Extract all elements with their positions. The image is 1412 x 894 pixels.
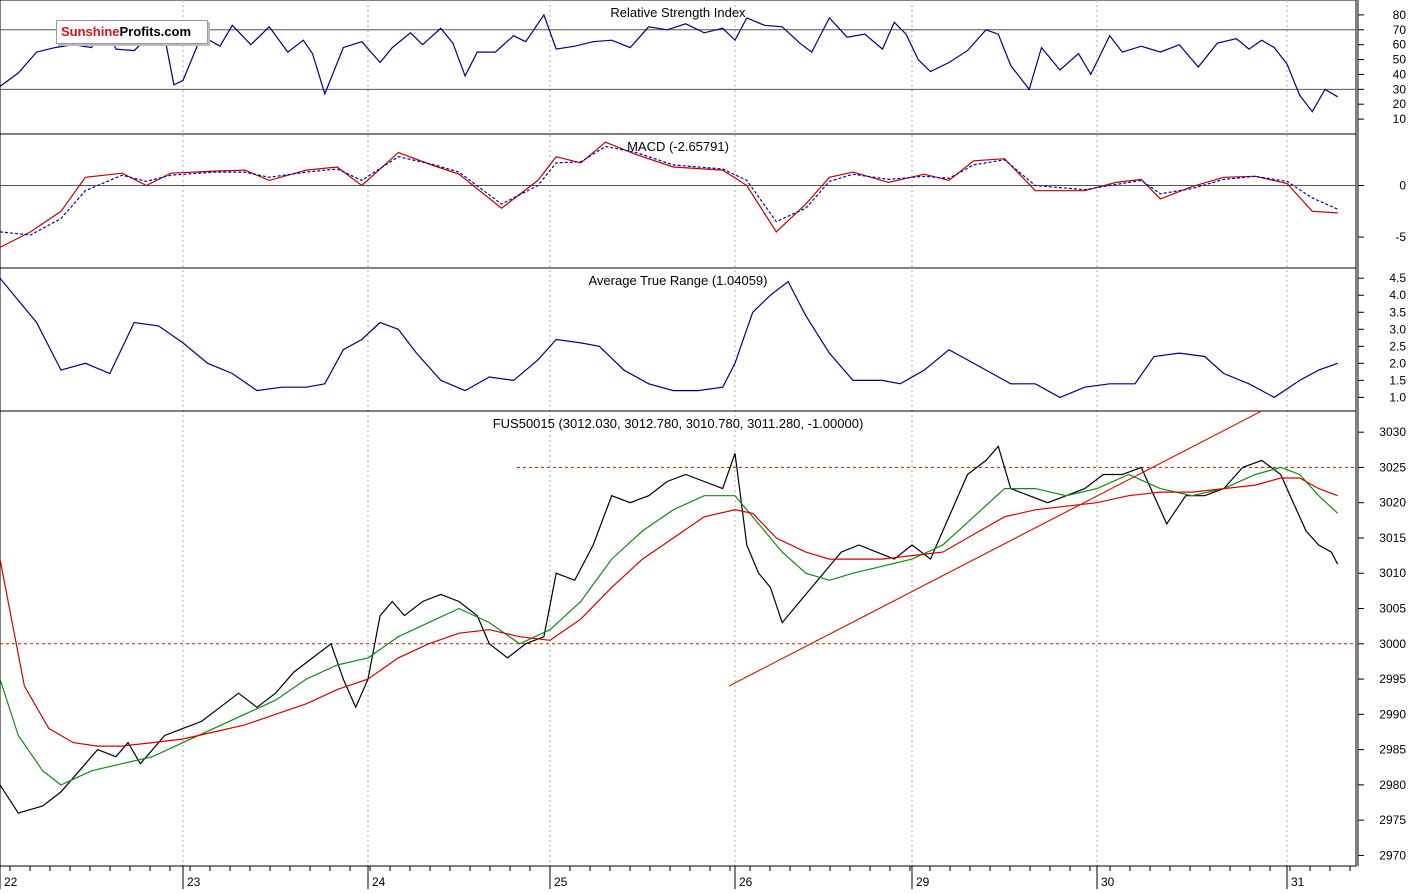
y-tick-label: 0 bbox=[1399, 179, 1406, 193]
price-series bbox=[0, 445, 1339, 814]
y-tick-label: -5 bbox=[1395, 230, 1406, 244]
y-tick-label: 4.5 bbox=[1389, 271, 1406, 285]
panel-title: FUS50015 (3012.030, 3012.780, 3010.780, … bbox=[493, 416, 864, 431]
ema-fast-series bbox=[0, 466, 1339, 786]
plot-frame bbox=[0, 0, 1357, 867]
y-tick-label: 2.0 bbox=[1389, 356, 1406, 370]
signal-line bbox=[0, 145, 1338, 236]
y-tick-label: 3030 bbox=[1379, 425, 1406, 439]
y-tick-label: 3015 bbox=[1379, 531, 1406, 545]
panel-title: Relative Strength Index bbox=[610, 5, 746, 20]
y-tick-label: 1.0 bbox=[1389, 390, 1406, 404]
y-tick-label: 2980 bbox=[1379, 778, 1406, 792]
y-tick-label: 3.0 bbox=[1389, 322, 1406, 336]
panel-title: MACD (-2.65791) bbox=[627, 139, 729, 154]
x-tick-label: 22 bbox=[4, 875, 18, 889]
y-tick-label: 30 bbox=[1393, 82, 1407, 96]
y-tick-label: 80 bbox=[1393, 8, 1407, 22]
x-tick-label: 26 bbox=[739, 875, 753, 889]
trendline bbox=[728, 410, 1262, 687]
y-tick-label: 3010 bbox=[1379, 566, 1406, 580]
y-tick-label: 4.0 bbox=[1389, 288, 1406, 302]
y-tick-label: 1.5 bbox=[1389, 373, 1406, 387]
y-tick-label: 40 bbox=[1393, 67, 1407, 81]
panel-title: Average True Range (1.04059) bbox=[589, 273, 768, 288]
x-tick-label: 30 bbox=[1101, 875, 1115, 889]
y-tick-label: 2.5 bbox=[1389, 339, 1406, 353]
y-tick-label: 70 bbox=[1393, 23, 1407, 37]
rsi-line bbox=[0, 13, 1339, 113]
y-tick-label: 50 bbox=[1393, 53, 1407, 67]
atr-line bbox=[0, 277, 1338, 399]
ema-slow-series bbox=[0, 477, 1338, 747]
y-tick-label: 3020 bbox=[1379, 496, 1406, 510]
x-tick-label: 29 bbox=[916, 875, 930, 889]
x-tick-label: 25 bbox=[554, 875, 568, 889]
sunshine-profits-logo: SunshineProfits.com bbox=[56, 20, 208, 44]
y-tick-label: 2970 bbox=[1379, 848, 1406, 862]
logo-part2: Profits.com bbox=[119, 24, 192, 39]
logo-part1: Sunshine bbox=[61, 24, 120, 39]
y-tick-label: 10 bbox=[1393, 112, 1407, 126]
y-tick-label: 3000 bbox=[1379, 637, 1406, 651]
y-tick-label: 60 bbox=[1393, 38, 1407, 52]
y-tick-label: 3.5 bbox=[1389, 305, 1406, 319]
x-tick-label: 23 bbox=[187, 875, 201, 889]
macd-line bbox=[0, 141, 1338, 248]
y-tick-label: 2990 bbox=[1379, 707, 1406, 721]
x-tick-label: 31 bbox=[1291, 875, 1305, 889]
y-tick-label: 20 bbox=[1393, 97, 1407, 111]
y-tick-label: 2995 bbox=[1379, 672, 1406, 686]
y-tick-label: 3025 bbox=[1379, 460, 1406, 474]
y-tick-label: 2985 bbox=[1379, 743, 1406, 757]
x-tick-label: 24 bbox=[372, 875, 386, 889]
y-tick-label: 2975 bbox=[1379, 813, 1406, 827]
y-tick-label: 3005 bbox=[1379, 602, 1406, 616]
